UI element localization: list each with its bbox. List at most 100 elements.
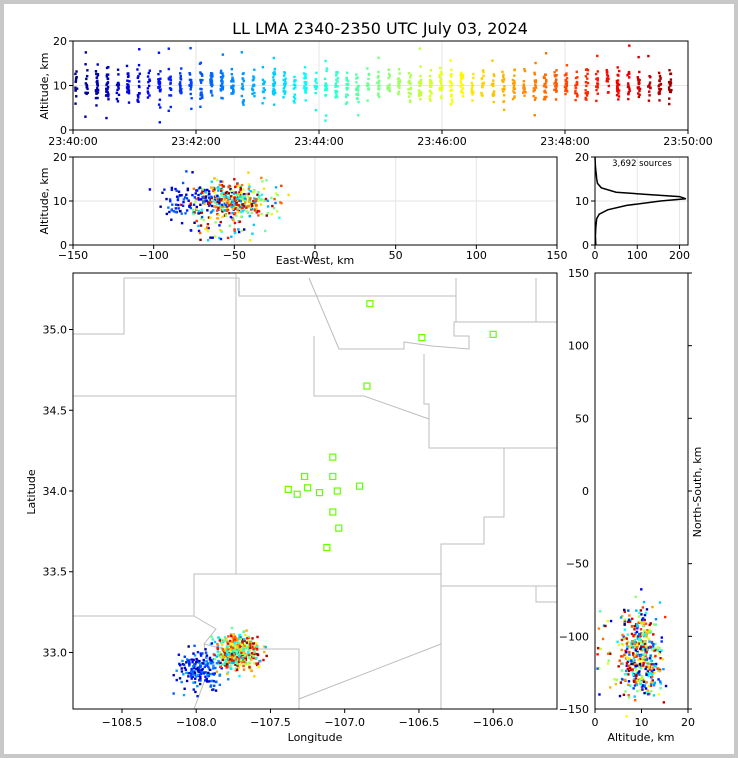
plan-source-point: [204, 679, 207, 682]
plan-source-point: [213, 672, 217, 675]
ew-source-point: [172, 210, 176, 213]
time-source-point: [84, 82, 88, 85]
ew-source-point: [252, 201, 256, 205]
plan-source-point: [208, 680, 211, 683]
plan-source-point: [228, 659, 231, 663]
ew-source-point: [206, 239, 210, 242]
plan-source-point: [191, 660, 194, 664]
time-source-point: [492, 90, 496, 93]
ns-source-point: [623, 618, 626, 621]
time-source-point: [157, 51, 161, 54]
time-source-point: [553, 71, 556, 74]
time-source-point: [564, 89, 567, 93]
ew-source-point: [254, 202, 257, 205]
ns-source-point: [644, 667, 647, 671]
time-source-point: [293, 97, 297, 100]
time-source-point: [377, 85, 380, 88]
ns-source-point: [653, 649, 656, 653]
plan-source-point: [244, 653, 247, 656]
ns-source-point: [626, 645, 629, 648]
time-source-point: [481, 69, 485, 72]
time-source-point: [387, 84, 390, 88]
plan-source-point: [220, 667, 223, 670]
time-source-point: [636, 76, 639, 79]
ns-source-point: [628, 646, 631, 649]
ew-source-point: [214, 186, 218, 190]
ew-source-point: [207, 216, 211, 219]
time-source-point: [387, 76, 390, 80]
ns-source-point: [627, 664, 630, 668]
ew-source-point: [175, 195, 179, 198]
time-source-point: [482, 70, 485, 74]
ns-source-point: [649, 659, 652, 662]
time-source-point: [554, 98, 558, 101]
plan-source-point: [225, 659, 229, 662]
source-count: 3,692 sources: [612, 159, 672, 169]
time-source-point: [471, 85, 474, 89]
plan-source-point: [202, 658, 205, 662]
ew-source-point: [247, 187, 251, 190]
plan-source-point: [248, 640, 252, 644]
time-source-point: [315, 71, 318, 75]
time-source-point: [440, 86, 444, 89]
ns-source-point: [618, 659, 621, 662]
time-source-point: [501, 88, 504, 91]
time-source-point: [542, 84, 546, 88]
plan-source-point: [221, 653, 225, 656]
ew-source-point: [206, 209, 209, 212]
time-source-point: [440, 97, 443, 100]
plan-source-point: [225, 650, 229, 653]
time-source-point: [544, 78, 548, 82]
time-source-point: [356, 93, 360, 97]
plan-source-point: [245, 641, 249, 644]
time-source-point: [251, 79, 255, 82]
hist-tick-label: 100: [627, 249, 648, 262]
ew-source-point: [237, 197, 240, 201]
plan-source-point: [218, 683, 221, 687]
ew-source-point: [175, 189, 178, 192]
time-source-point: [503, 85, 506, 88]
plan-source-point: [209, 685, 212, 688]
plan-source-point: [232, 656, 236, 660]
county-border: [428, 419, 504, 449]
time-source-point: [345, 78, 348, 82]
time-source-point: [95, 72, 98, 76]
time-source-point: [543, 89, 547, 92]
time-source-point: [335, 93, 338, 97]
time-source-point: [502, 73, 505, 77]
plan-source-point: [241, 652, 244, 655]
ns-source-point: [636, 623, 639, 626]
time-source-point: [136, 99, 139, 103]
time-source-point: [522, 80, 526, 83]
ew-source-point: [226, 199, 230, 202]
ew-source-point: [202, 188, 206, 192]
ew-source-point: [244, 201, 247, 204]
ns-source-point: [639, 639, 642, 642]
plan-source-point: [228, 639, 232, 643]
ew-source-point: [176, 198, 180, 202]
time-source-point: [524, 91, 527, 94]
time-source-point: [617, 89, 621, 92]
ew-source-point: [250, 204, 254, 208]
ns-source-point: [628, 659, 631, 662]
time-source-point: [189, 85, 193, 89]
ns-source-point: [625, 662, 629, 665]
plan-source-point: [233, 648, 237, 652]
ew-source-point: [240, 183, 244, 187]
ew-source-point: [252, 191, 255, 194]
plan-source-point: [226, 661, 229, 664]
time-source-point: [669, 89, 672, 92]
plan-source-point: [216, 653, 220, 656]
time-source-point: [190, 82, 193, 86]
time-source-point: [533, 114, 536, 117]
ns-source-point: [656, 669, 660, 672]
time-source-point: [605, 71, 609, 74]
time-source-point: [417, 92, 421, 95]
ns-source-point: [659, 656, 662, 660]
time-source-point: [627, 92, 630, 95]
ns-source-point: [628, 650, 631, 654]
ns-source-point: [644, 691, 648, 694]
ew-source-point: [246, 211, 250, 214]
time-source-point: [314, 79, 317, 83]
plan-view-frame: [72, 272, 558, 710]
